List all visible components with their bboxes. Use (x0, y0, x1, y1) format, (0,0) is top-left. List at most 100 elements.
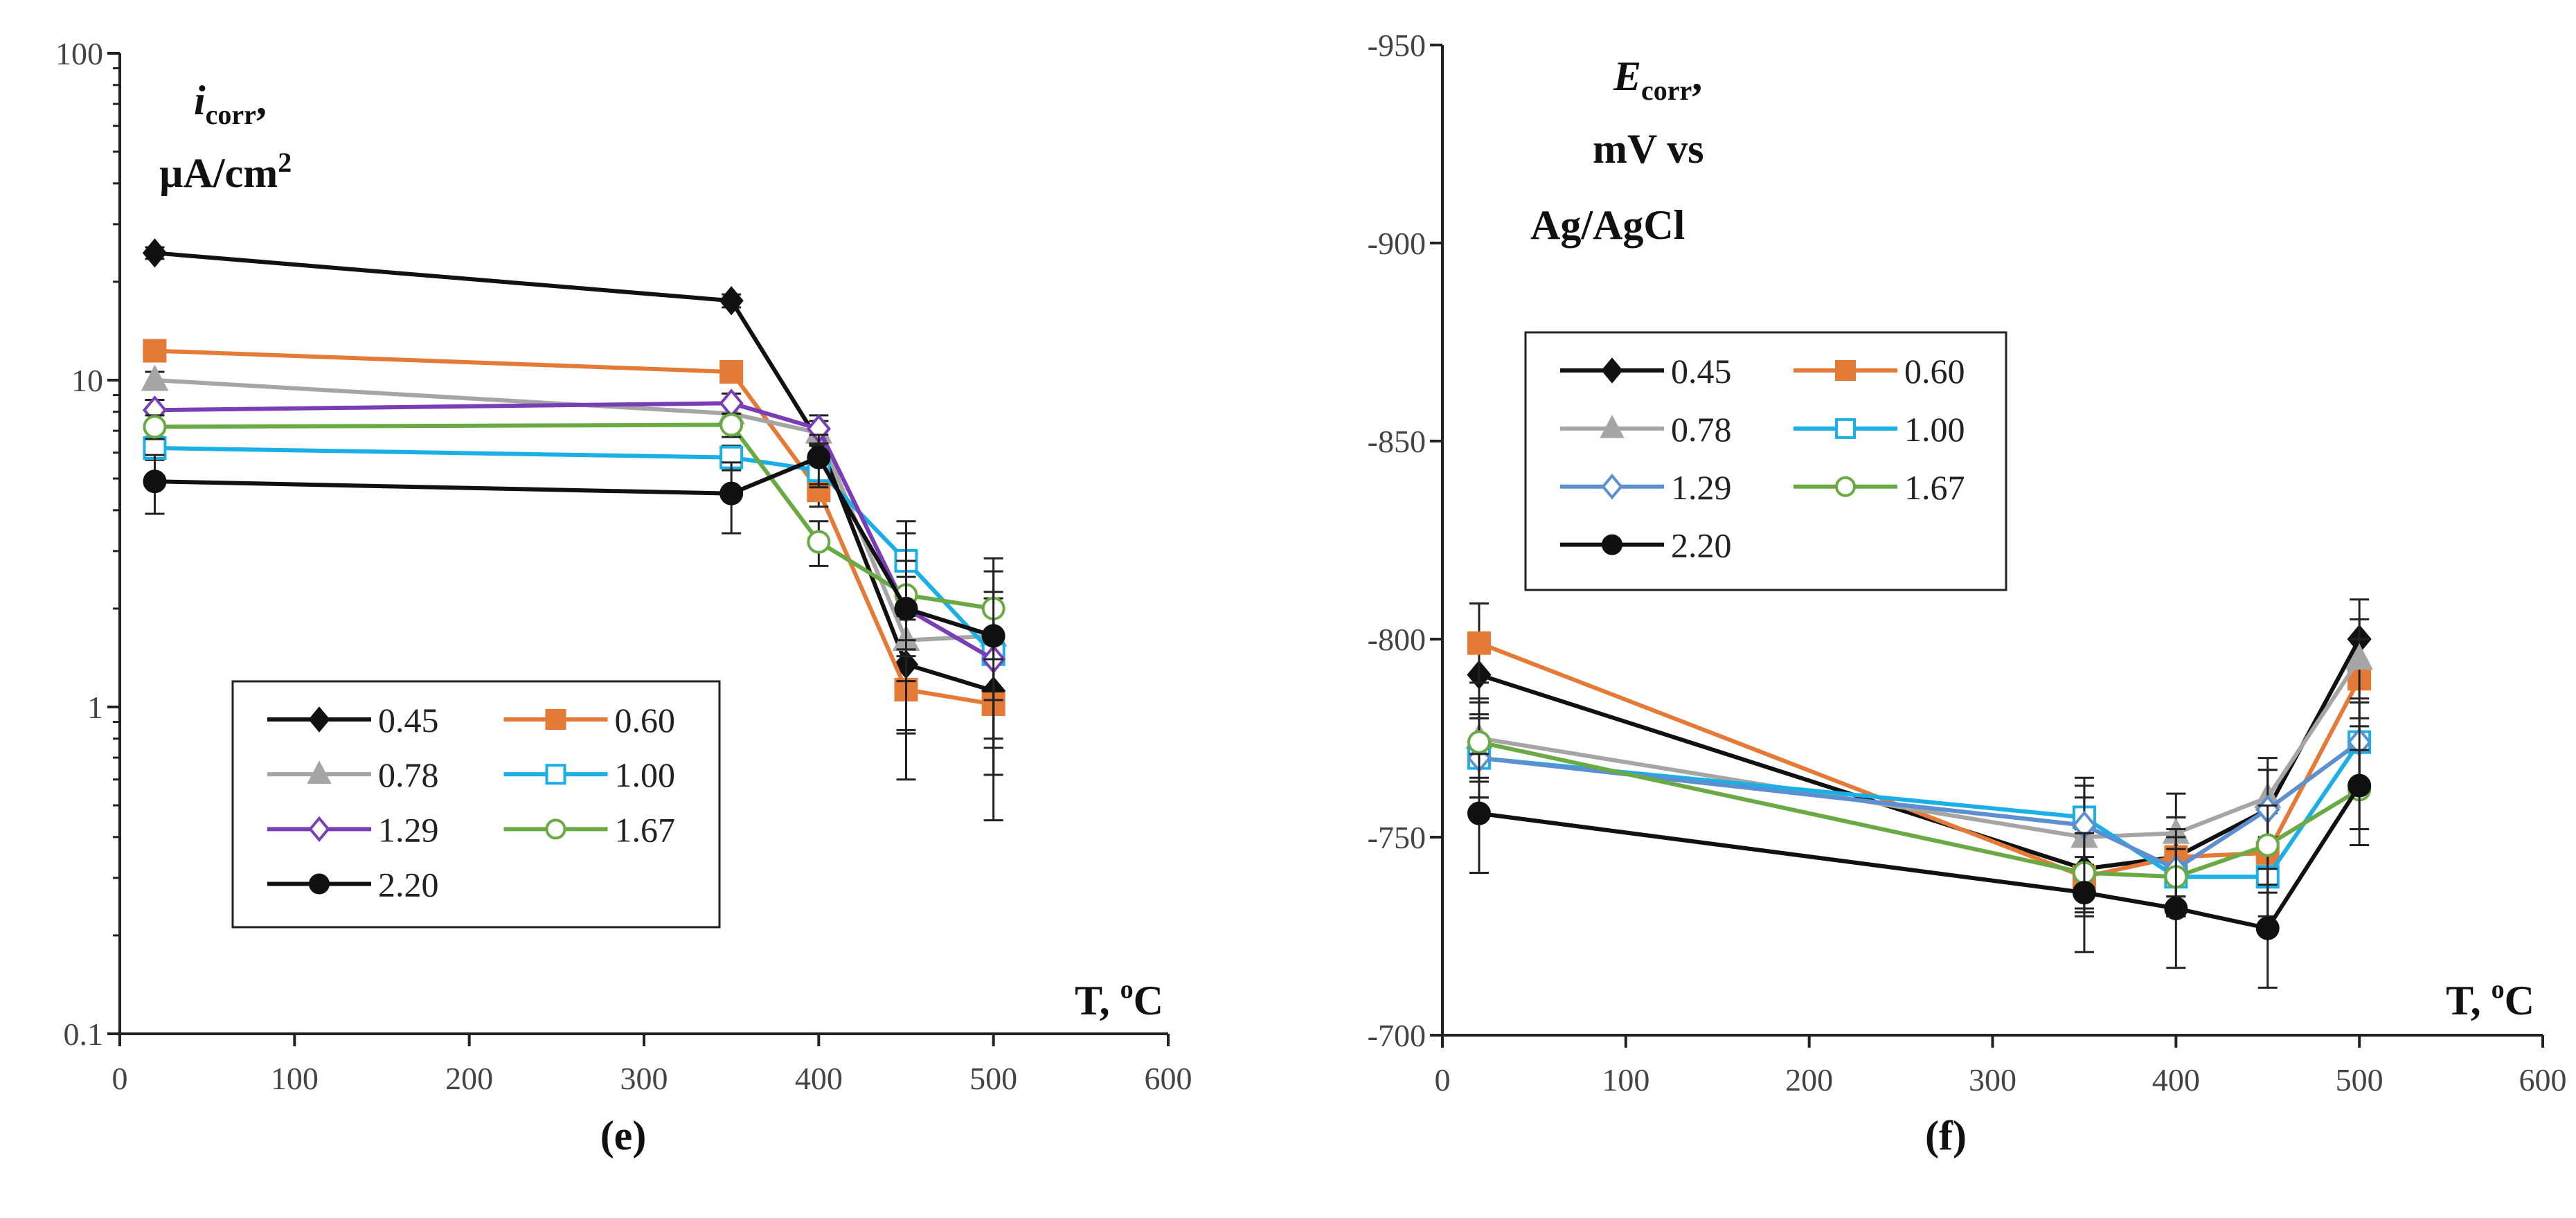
panel-label: (e) (600, 1113, 647, 1158)
data-point (141, 364, 169, 391)
series-line (154, 422, 994, 611)
x-label-tail: C (2505, 978, 2534, 1023)
data-point (143, 339, 167, 363)
x-label-sup: o (1120, 975, 1134, 1004)
x-tick-label: 300 (1969, 1062, 2016, 1098)
legend-label: 0.45 (378, 701, 439, 740)
y-label-subscript: corr (206, 99, 256, 130)
x-tick-label: 100 (271, 1061, 319, 1096)
y-unit-sup: 2 (278, 147, 292, 178)
data-point (2164, 896, 2188, 920)
legend-label: 2.20 (1671, 526, 1732, 565)
x-tick-label: 600 (1145, 1061, 1192, 1096)
y-tick-label: -800 (1368, 622, 1426, 657)
y-label-comma: , (256, 78, 267, 123)
x-tick-label: 400 (2152, 1062, 2200, 1098)
data-point (807, 445, 831, 469)
legend-item: 1.00 (503, 755, 676, 794)
x-tick-label: 200 (445, 1061, 493, 1096)
legend-marker (1601, 474, 1623, 500)
legend-item: 0.45 (267, 701, 439, 740)
y-label-comma: , (1692, 53, 1702, 99)
legend-label: 1.00 (1904, 410, 1965, 449)
x-tick-label: 300 (620, 1061, 668, 1096)
data-point (143, 469, 167, 494)
x-tick-label: 500 (969, 1061, 1017, 1096)
data-point (143, 415, 167, 439)
data-point (719, 481, 744, 505)
legend-label: 2.20 (378, 866, 439, 904)
x-label-tail: C (1134, 978, 1163, 1023)
series-0.78 (141, 364, 1008, 701)
data-point (719, 413, 744, 437)
y-unit-text: µA/cm (159, 150, 278, 196)
legend-label: 0.60 (1904, 352, 1965, 391)
chart-panel-f: 0 100 200 300 400 500 600 -700 -750 -800 -850 -900 -… (1368, 28, 2567, 1158)
data-point (1467, 631, 1491, 655)
y-tick-label: 1 (87, 690, 103, 725)
y-tick-label: -850 (1368, 424, 1426, 459)
legend-marker (308, 706, 330, 733)
series-line (154, 251, 994, 693)
y-axis-unit-2: Ag/AgCl (1530, 202, 1685, 248)
data-point (1467, 730, 1491, 754)
legend-item: 1.67 (1794, 468, 1965, 507)
legend-item: 2.20 (267, 866, 439, 904)
legend-marker (545, 709, 566, 730)
x-axis-label: T, oC (2446, 975, 2534, 1023)
legend-marker (545, 818, 566, 840)
y-unit-text: mV vs (1593, 126, 1704, 172)
legend-marker (1601, 357, 1623, 384)
legend-item: 2.20 (1560, 526, 1732, 565)
chart-panel-e: 0 100 200 300 400 500 600 0.1 1 10 100 0.45 0.60 0.78… (55, 36, 1192, 1158)
legend-label: 0.78 (1671, 410, 1732, 449)
y-axis-label: Ecorr, (1613, 53, 1702, 106)
x-label-sup: o (2492, 975, 2505, 1004)
y-tick-label: -900 (1368, 226, 1426, 261)
series-2.20 (1467, 725, 2372, 989)
legend-marker (309, 873, 330, 895)
data-point (2345, 643, 2373, 670)
data-point (807, 530, 831, 554)
legend-label: 1.00 (615, 755, 676, 794)
legend-label: 0.60 (615, 701, 676, 740)
x-tick-label: 500 (2336, 1062, 2383, 1098)
data-point (719, 360, 744, 384)
legend-label: 1.67 (1904, 468, 1965, 507)
series-line (1478, 657, 2361, 840)
legend-item: 1.29 (1560, 468, 1732, 507)
y-label-symbol: i (194, 78, 206, 123)
series-line (154, 401, 995, 661)
y-tick-label: 100 (55, 36, 103, 71)
legend-marker (308, 816, 330, 843)
legend: 0.45 0.60 0.78 1.00 1.29 1.67 2.20 (1524, 331, 2007, 591)
y-tick-label: -750 (1368, 820, 1426, 855)
data-point (1467, 801, 1491, 825)
legend-item: 1.00 (1794, 410, 1965, 449)
legend-item: 0.60 (503, 701, 676, 740)
legend-label: 0.78 (378, 755, 439, 794)
y-label-subscript: corr (1641, 75, 1692, 106)
y-tick-label: 10 (71, 363, 103, 398)
x-tick-label: 200 (1785, 1062, 1833, 1098)
x-label-text: T, (1075, 978, 1120, 1023)
legend-label: 1.29 (378, 810, 439, 849)
legend-label: 1.29 (1671, 468, 1732, 507)
y-axis-unit: mV vs (1593, 126, 1704, 172)
legend-item: 0.78 (267, 755, 439, 794)
series-0.45 (1467, 598, 2372, 910)
x-tick-label: 0 (1435, 1062, 1451, 1098)
data-point (2255, 916, 2280, 940)
y-tick-label: -950 (1368, 28, 1426, 63)
data-point (2255, 833, 2280, 857)
legend-marker (1600, 414, 1625, 438)
legend-marker (1835, 360, 1856, 381)
legend-item: 0.78 (1560, 410, 1732, 449)
legend-item: 0.45 (1560, 352, 1732, 391)
data-point (894, 596, 918, 620)
data-point (981, 624, 1005, 648)
data-point (142, 238, 168, 268)
x-tick-label: 0 (112, 1061, 128, 1096)
legend-label: 0.45 (1671, 352, 1732, 391)
